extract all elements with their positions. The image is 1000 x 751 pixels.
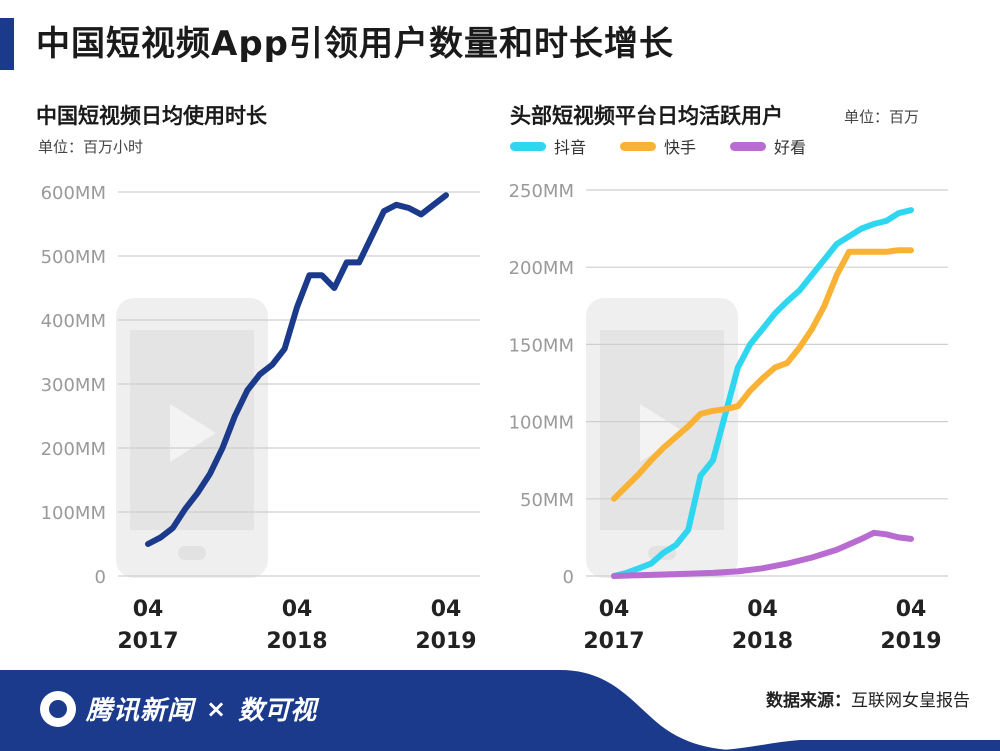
brand-name: 腾讯新闻 bbox=[86, 696, 195, 726]
legend-item-kuaishou: 快手 bbox=[620, 134, 696, 158]
right-series-line-0 bbox=[611, 207, 914, 579]
legend: 抖音 快手 好看 bbox=[510, 134, 840, 158]
right-chart-title: 头部短视频平台日均活跃用户 bbox=[510, 104, 783, 128]
left-x-tick-year: 2018 bbox=[266, 629, 327, 654]
left-phone-watermark-icon bbox=[116, 298, 268, 578]
left-series-line-0 bbox=[145, 192, 449, 547]
legend-swatch-douyin bbox=[510, 141, 546, 151]
left-series-layer bbox=[145, 192, 449, 547]
right-y-tick-label: 150MM bbox=[509, 335, 574, 356]
left-x-tick-month: 04 bbox=[282, 597, 313, 622]
right-x-tick-month: 04 bbox=[747, 597, 778, 622]
right-x-tick-year: 2019 bbox=[880, 629, 941, 654]
partner-name: 数可视 bbox=[238, 696, 317, 726]
left-y-tick-label: 100MM bbox=[41, 503, 106, 524]
left-x-tick-month: 04 bbox=[431, 597, 462, 622]
right-phone-watermark-icon bbox=[586, 298, 738, 578]
right-series-line-1 bbox=[611, 247, 914, 502]
left-y-ticks: 0 100MM 200MM 300MM 400MM 500MM 600MM bbox=[41, 183, 106, 588]
source-value: 互联网女皇报告 bbox=[851, 691, 970, 711]
legend-item-douyin: 抖音 bbox=[510, 134, 586, 158]
left-x-tick-month: 04 bbox=[133, 597, 164, 622]
right-x-ticks: 04 2017 04 2018 04 2019 bbox=[583, 597, 941, 654]
left-y-tick-label: 400MM bbox=[41, 311, 106, 332]
left-x-tick-year: 2017 bbox=[117, 629, 178, 654]
right-y-tick-label: 50MM bbox=[520, 490, 574, 511]
legend-item-haokan: 好看 bbox=[730, 134, 806, 158]
right-y-tick-label: 250MM bbox=[509, 181, 574, 202]
right-chart-unit: 单位：百万 bbox=[844, 108, 920, 126]
data-source: 数据来源：互联网女皇报告 bbox=[766, 686, 970, 711]
left-x-ticks: 04 2017 04 2018 04 2019 bbox=[117, 597, 476, 654]
right-series-line-2 bbox=[611, 529, 914, 579]
right-x-tick-month: 04 bbox=[599, 597, 630, 622]
footer-brand: 腾讯新闻 × 数可视 bbox=[40, 690, 316, 727]
left-y-tick-label: 500MM bbox=[41, 247, 106, 268]
left-y-tick-label: 200MM bbox=[41, 439, 106, 460]
footer-band bbox=[0, 670, 1000, 751]
left-y-tick-label: 600MM bbox=[41, 183, 106, 204]
legend-swatch-kuaishou bbox=[620, 141, 657, 151]
left-chart-unit: 单位：百万小时 bbox=[38, 138, 144, 156]
right-x-tick-year: 2017 bbox=[583, 629, 644, 654]
right-x-tick-month: 04 bbox=[896, 597, 927, 622]
right-series-layer bbox=[611, 207, 914, 579]
right-y-ticks: 0 50MM 100MM 150MM 200MM 250MM bbox=[509, 181, 574, 588]
legend-label-haokan: 好看 bbox=[774, 138, 807, 157]
tencent-news-logo-icon bbox=[40, 690, 76, 727]
brand-separator: × bbox=[206, 694, 227, 723]
left-chart-title: 中国短视频日均使用时长 bbox=[36, 104, 267, 128]
right-y-tick-label: 200MM bbox=[509, 258, 574, 279]
left-y-tick-label: 0 bbox=[95, 567, 106, 588]
left-y-tick-label: 300MM bbox=[41, 375, 106, 396]
left-x-tick-year: 2019 bbox=[415, 629, 476, 654]
legend-label-kuaishou: 快手 bbox=[664, 138, 697, 157]
page-title: 中国短视频App引领用户数量和时长增长 bbox=[36, 24, 674, 64]
right-play-icon bbox=[640, 404, 686, 462]
legend-swatch-haokan bbox=[730, 141, 767, 151]
right-y-tick-label: 0 bbox=[563, 567, 574, 588]
source-label: 数据来源： bbox=[766, 691, 851, 711]
legend-label-douyin: 抖音 bbox=[554, 138, 587, 157]
right-x-tick-year: 2018 bbox=[732, 629, 793, 654]
title-accent-bar bbox=[0, 18, 14, 70]
right-y-tick-label: 100MM bbox=[509, 413, 574, 434]
left-gridlines bbox=[118, 191, 480, 577]
